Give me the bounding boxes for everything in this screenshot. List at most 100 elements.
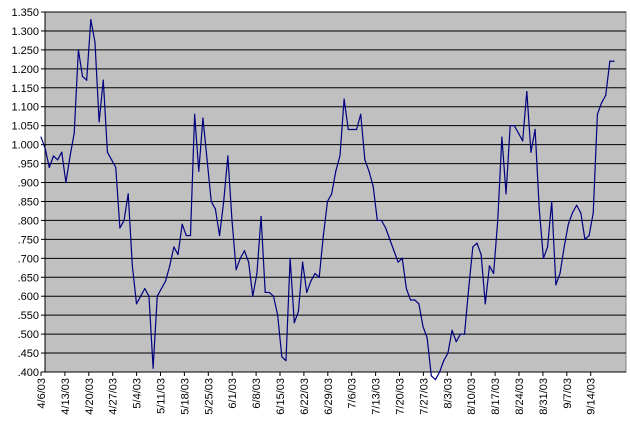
- data-point: [476, 242, 478, 244]
- data-point: [492, 272, 495, 275]
- data-point: [451, 329, 453, 331]
- gridlines: [45, 11, 626, 373]
- data-point: [210, 200, 212, 203]
- data-point: [339, 155, 341, 157]
- x-tick-label: 5/4/03: [132, 378, 144, 409]
- data-point: [613, 60, 615, 62]
- data-point: [459, 333, 461, 335]
- x-tick-label: 8/10/03: [466, 378, 478, 415]
- data-point: [285, 360, 287, 362]
- data-point: [351, 128, 354, 131]
- data-point: [156, 295, 158, 297]
- data-point: [414, 299, 416, 301]
- data-point: [69, 155, 71, 157]
- x-tick-label: 4/13/03: [60, 378, 72, 415]
- y-tick-label: .500: [18, 329, 39, 341]
- data-point: [160, 288, 163, 290]
- data-point: [65, 181, 67, 184]
- data-point: [563, 246, 565, 248]
- data-point: [239, 257, 241, 259]
- data-point: [513, 125, 515, 127]
- data-point: [580, 212, 582, 214]
- data-point: [472, 246, 474, 248]
- x-tick-label: 7/27/03: [418, 378, 430, 415]
- data-point: [372, 185, 374, 187]
- data-point: [152, 367, 154, 369]
- y-tick-label: 1.100: [11, 102, 39, 114]
- x-tick-label: 9/7/03: [562, 378, 574, 409]
- data-point: [218, 234, 221, 237]
- y-tick-label: 1.150: [11, 83, 39, 95]
- data-point: [534, 128, 536, 131]
- data-point: [542, 257, 545, 259]
- y-axis: .400 .450 .500 .550 .600 .650 .700 .750 .800 .850…: [11, 7, 46, 379]
- data-point: [81, 75, 84, 78]
- data-point: [418, 303, 420, 305]
- y-tick-label: .600: [18, 291, 39, 303]
- x-tick-label: 4/27/03: [108, 378, 120, 415]
- series-points: [40, 18, 615, 381]
- data-point: [546, 246, 549, 248]
- data-point: [144, 288, 146, 290]
- data-point: [94, 41, 96, 43]
- x-tick-label: 7/20/03: [395, 378, 407, 415]
- data-point: [306, 291, 308, 294]
- x-tick-label: 6/15/03: [275, 378, 287, 415]
- data-point: [310, 280, 312, 282]
- y-tick-label: .400: [18, 367, 39, 379]
- data-point: [40, 136, 42, 138]
- data-point: [102, 79, 104, 81]
- data-point: [343, 98, 345, 100]
- data-point: [301, 261, 304, 263]
- data-point: [555, 284, 557, 286]
- data-point: [194, 113, 196, 115]
- x-axis: 4/6/03 4/13/03 4/20/03 4/27/03 5/4/03 5/11/03…: [36, 371, 626, 415]
- data-point: [164, 280, 167, 282]
- y-tick-label: .650: [18, 272, 39, 284]
- data-point: [135, 303, 138, 305]
- data-point: [468, 288, 470, 290]
- data-point: [385, 227, 387, 229]
- data-point: [422, 325, 424, 328]
- data-point: [77, 49, 79, 51]
- data-point: [131, 265, 133, 267]
- data-point: [401, 257, 403, 259]
- data-point: [592, 212, 594, 214]
- data-point: [497, 219, 499, 222]
- x-tick-label: 6/29/03: [323, 378, 335, 415]
- y-tick-label: 1.000: [11, 140, 39, 152]
- data-point: [480, 253, 482, 256]
- data-point: [439, 371, 441, 373]
- data-point: [567, 223, 569, 225]
- data-point: [318, 276, 320, 278]
- data-point: [268, 291, 270, 294]
- data-point: [206, 159, 208, 161]
- data-point: [526, 90, 528, 93]
- x-tick-label: 8/3/03: [442, 378, 454, 409]
- data-point: [368, 170, 370, 172]
- x-tick-label: 4/6/03: [36, 378, 48, 409]
- y-tick-label: 1.300: [11, 26, 39, 38]
- y-tick-label: 1.200: [11, 64, 39, 76]
- data-point: [252, 295, 254, 297]
- data-point: [409, 299, 412, 301]
- y-tick-label: .950: [18, 159, 39, 171]
- data-point: [326, 200, 329, 203]
- x-tick-label: 6/22/03: [299, 378, 311, 415]
- data-point: [272, 295, 275, 297]
- data-point: [551, 200, 553, 203]
- data-point: [397, 261, 399, 263]
- x-tick-label: 5/25/03: [203, 378, 215, 415]
- x-tick-label: 8/31/03: [538, 378, 550, 415]
- data-point: [447, 352, 449, 354]
- data-point: [214, 208, 216, 210]
- x-tick-label: 5/11/03: [156, 378, 168, 414]
- data-point: [148, 295, 150, 297]
- x-tick-label: 7/6/03: [347, 378, 359, 409]
- y-tick-label: .850: [18, 196, 39, 208]
- data-point: [127, 193, 129, 195]
- data-point: [202, 117, 204, 119]
- data-point: [169, 265, 171, 267]
